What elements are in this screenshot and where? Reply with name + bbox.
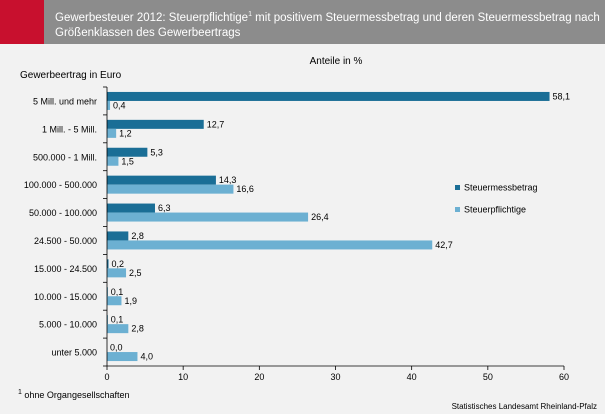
data-label: 26,4 xyxy=(311,212,329,222)
bar-steuermessbetrag xyxy=(107,231,129,241)
title-text-1: Gewerbesteuer 2012: Steuerpflichtige xyxy=(55,11,249,24)
bar-steuerpflichtige xyxy=(107,128,117,138)
footnote-text: ohne Organgesellschaften xyxy=(21,390,130,400)
footnote: 1 ohne Organgesellschaften xyxy=(18,389,129,400)
data-label: 2,8 xyxy=(131,231,144,241)
data-label: 58,1 xyxy=(553,91,571,101)
chart-subtitle: Anteile in % xyxy=(310,56,363,67)
category-label: 1 Mill. - 5 Mill. xyxy=(42,124,97,134)
data-label: 1,9 xyxy=(124,296,137,306)
category-label: 15.000 - 24.500 xyxy=(34,264,97,274)
data-label: 12,7 xyxy=(207,119,225,129)
data-label: 2,8 xyxy=(131,324,144,334)
title-footnote-mark: 1 xyxy=(248,11,252,18)
header-bar xyxy=(0,0,605,44)
category-label: 100.000 - 500.000 xyxy=(24,180,97,190)
bar-steuermessbetrag xyxy=(107,119,204,129)
bar-steuermessbetrag xyxy=(107,147,148,157)
y-axis-title: Gewerbeertrag in Euro xyxy=(20,70,122,81)
data-label: 14,3 xyxy=(219,175,237,185)
bar-steuerpflichtige xyxy=(107,156,119,166)
data-label: 42,7 xyxy=(435,240,453,250)
bar-steuerpflichtige xyxy=(107,268,127,278)
legend-label: Steuermessbetrag xyxy=(464,183,538,193)
x-tick-label: 20 xyxy=(254,372,264,382)
legend-swatch-steuerpflichtige xyxy=(455,207,460,212)
bar-steuerpflichtige xyxy=(107,212,309,222)
bar-steuermessbetrag xyxy=(107,91,550,101)
data-label: 1,5 xyxy=(121,156,134,166)
footnote-mark: 1 xyxy=(18,389,22,396)
x-tick-label: 50 xyxy=(483,372,493,382)
header-accent-block xyxy=(0,0,44,44)
bar-steuerpflichtige xyxy=(107,324,129,334)
x-tick-label: 10 xyxy=(178,372,188,382)
bar-steuerpflichtige xyxy=(107,240,433,250)
bar-steuerpflichtige xyxy=(107,352,138,362)
category-label: 50.000 - 100.000 xyxy=(29,208,97,218)
legend-swatch-steuermessbetrag xyxy=(455,185,460,190)
category-label: 5.000 - 10.000 xyxy=(39,320,97,330)
x-tick-label: 0 xyxy=(104,372,109,382)
chart-title: Gewerbesteuer 2012: Steuerpflichtige1 mi… xyxy=(55,7,600,41)
category-label: 24.500 - 50.000 xyxy=(34,236,97,246)
x-tick-label: 60 xyxy=(559,372,569,382)
data-label: 0,1 xyxy=(111,287,124,297)
data-label: 0,2 xyxy=(112,259,125,269)
bar-steuermessbetrag xyxy=(107,203,155,213)
title-text-2: mit positivem Steuermessbetrag und deren… xyxy=(55,11,600,39)
legend-label: Steuerpflichtige xyxy=(464,205,526,215)
data-label: 1,2 xyxy=(119,128,132,138)
data-label: 16,6 xyxy=(236,184,254,194)
bar-steuermessbetrag xyxy=(107,259,109,269)
x-tick-label: 40 xyxy=(407,372,417,382)
bar-steuerpflichtige xyxy=(107,184,234,194)
source-credit: Statistisches Landesamt Rheinland-Pfalz xyxy=(451,402,597,411)
data-label: 6,3 xyxy=(158,203,171,213)
bar-steuerpflichtige xyxy=(107,100,111,110)
bar-steuerpflichtige xyxy=(107,296,122,306)
data-label: 0,0 xyxy=(110,343,123,353)
category-label: 5 Mill. und mehr xyxy=(33,96,97,106)
data-label: 5,3 xyxy=(150,147,163,157)
category-label: 500.000 - 1 Mill. xyxy=(33,152,97,162)
x-tick-label: 30 xyxy=(330,372,340,382)
category-label: 10.000 - 15.000 xyxy=(34,292,97,302)
data-label: 0,1 xyxy=(111,315,124,325)
category-label: unter 5.000 xyxy=(51,348,97,358)
bar-steuermessbetrag xyxy=(107,175,216,185)
data-label: 0,4 xyxy=(113,100,126,110)
data-label: 2,5 xyxy=(129,268,142,278)
data-label: 4,0 xyxy=(140,352,153,362)
